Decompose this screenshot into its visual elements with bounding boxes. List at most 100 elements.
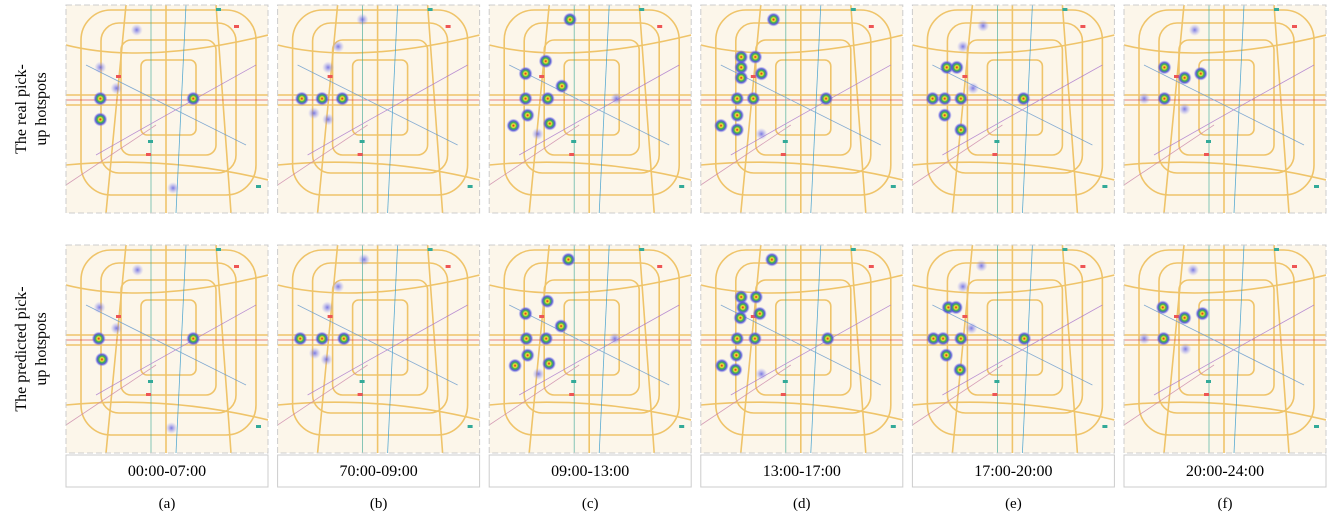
hotspot [538,54,553,69]
hotspot [819,91,834,106]
panel-border [911,244,1115,454]
hotspot [531,127,544,140]
hotspot [93,301,106,314]
hotspot [293,331,308,346]
hotspot [977,19,990,32]
hotspot [752,306,767,321]
row-label: The real pick-up hotspots [13,64,50,154]
map-background [1124,245,1326,453]
hotspot [953,362,968,377]
hotspot [94,61,107,74]
hotspot [356,13,369,26]
hotspot [561,252,576,267]
time-label: 00:00-07:00 [128,463,206,480]
hotspot [294,91,309,106]
hotspot [746,91,761,106]
panel-border [65,244,269,454]
hotspot [748,50,763,64]
hotspot [939,60,954,75]
hotspot [165,422,178,435]
hotspot [936,331,951,346]
hotspot [939,348,954,363]
map-background [277,245,480,453]
hotspot [186,331,201,346]
hotspot [1193,66,1208,81]
hotspot [975,259,988,272]
hotspot [733,310,748,325]
row-label: The predicted pick-up hotspots [13,286,50,411]
hotspot [520,108,535,123]
map-panel [488,244,692,454]
map-panel [277,4,481,214]
hotspot [506,118,521,133]
hotspot [358,253,371,266]
hotspot [714,118,728,133]
map-panel [65,4,269,214]
hotspot [730,122,745,137]
hotspot [336,331,351,346]
hotspot [766,12,781,27]
hotspot [1017,331,1032,346]
hotspot [610,92,623,105]
hotspot [518,66,533,81]
hotspot [1177,310,1192,325]
panel-caption: (f) [1218,496,1233,512]
panel-border [700,244,904,454]
map-panel [911,4,1115,214]
hotspot [518,306,533,321]
hotspot [1187,263,1200,276]
hotspot [519,331,534,346]
panel-caption: (b) [370,496,388,512]
hotspot [755,367,768,380]
hotspot [532,367,545,380]
hotspot [734,290,749,304]
hotspot [956,40,969,53]
time-box [488,454,692,488]
hotspot [729,348,744,363]
time-label: 09:00-13:00 [551,463,629,480]
map-background [700,245,903,453]
hotspot [747,331,762,346]
hotspot [730,91,745,106]
time-label: 70:00-09:00 [339,463,417,480]
time-label: 17:00-20:00 [974,463,1052,480]
hotspot [1138,332,1151,345]
hotspot [730,331,745,346]
hotspot [131,263,144,276]
hotspot [1016,91,1031,106]
hotspot [949,300,964,315]
hotspot [508,358,523,373]
hotspot [315,331,330,346]
hotspot [1178,103,1191,115]
hotspot [953,122,968,137]
time-box [911,454,1115,488]
hotspot [554,79,569,94]
hotspot [608,332,621,345]
hotspot [539,331,554,346]
hotspot [1157,60,1172,75]
hotspot [734,60,749,75]
panel-caption: (e) [1005,496,1022,512]
hotspot [820,331,835,346]
panel-border [1123,4,1327,214]
hotspot [540,91,555,106]
row-label-line: up hotspots [33,312,50,385]
time-box [65,454,269,488]
hotspot [728,362,743,377]
hotspot [110,82,123,95]
panel-caption: (c) [582,496,599,512]
panel-border [65,4,269,214]
panels: 00:00-07:00 (a) 70:00-09:00 (b) 09:00-13:00 (… [65,4,1327,512]
hotspot [764,252,779,267]
panel-border [911,4,1115,214]
hotspot [110,322,123,335]
hotspot [926,331,941,346]
hotspot [186,91,201,106]
hotspot [321,301,334,314]
hotspot [93,91,108,106]
map-background [489,5,692,213]
hotspot [749,290,764,304]
hotspot [322,61,335,74]
panel-border [488,4,692,214]
panel-border [277,4,481,214]
